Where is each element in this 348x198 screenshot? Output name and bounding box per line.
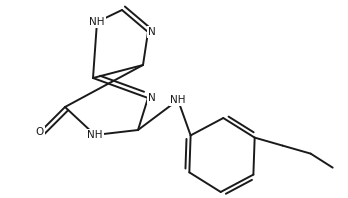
Text: NH: NH [87,130,103,140]
Text: N: N [148,93,156,103]
Text: NH: NH [89,17,105,27]
Text: O: O [36,127,44,137]
Text: NH: NH [170,95,186,105]
Text: N: N [148,27,156,37]
